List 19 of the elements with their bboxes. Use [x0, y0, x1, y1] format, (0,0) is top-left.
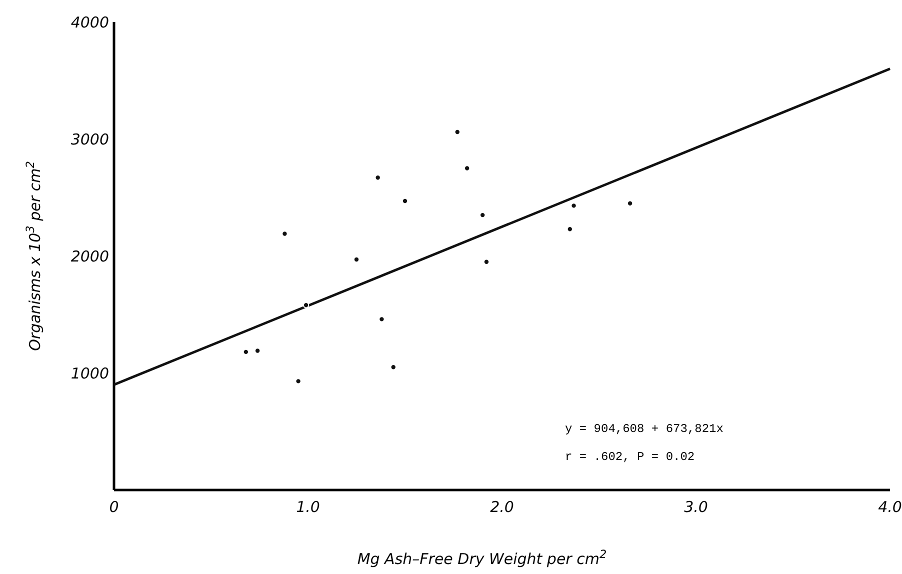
x-tick-label: 4.0: [878, 498, 902, 516]
x-tick-label: 3.0: [684, 498, 708, 516]
y-tick-label: 1000: [70, 364, 109, 382]
point: [454, 128, 460, 136]
annotation: r = .602, P = 0.02: [565, 450, 695, 464]
y-tick-label: 3000: [70, 130, 109, 148]
y-tick-label: 2000: [70, 247, 109, 266]
annotation: y = 904,608 + 673,821x: [565, 422, 724, 436]
point: [353, 256, 360, 263]
x-tick-label: 2.0: [490, 498, 514, 516]
point: [626, 200, 634, 206]
point: [302, 302, 310, 308]
x-tick-label: 1.0: [296, 498, 320, 516]
point: [254, 348, 261, 354]
x-axis-title: Mg Ash–Free Dry Weight per cm$^{2}$: [357, 548, 607, 568]
point: [402, 198, 408, 204]
x-tick-label: 0: [109, 498, 119, 516]
point: [483, 258, 490, 265]
y-tick-label: 4000: [70, 13, 109, 32]
